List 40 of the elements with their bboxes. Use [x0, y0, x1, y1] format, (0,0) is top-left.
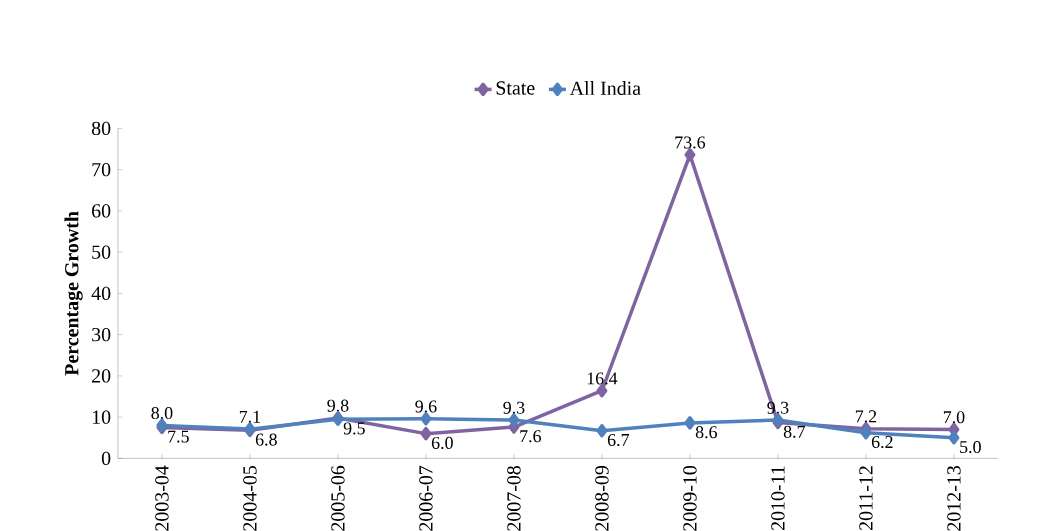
x-tick-label: 2007-08	[507, 465, 521, 531]
data-label: 8.0	[151, 407, 173, 420]
y-tick-label: 70	[92, 162, 111, 177]
y-tick-label: 30	[92, 327, 111, 342]
data-label: 7.0	[943, 411, 965, 424]
data-label: 73.6	[675, 136, 706, 149]
x-tick-label: 2006-07	[419, 465, 433, 531]
legend-label: State	[496, 81, 535, 95]
y-tick-label: 10	[92, 410, 111, 424]
data-label: 7.6	[520, 430, 542, 443]
data-label: 7.2	[855, 410, 877, 423]
data-label: 9.6	[415, 400, 437, 413]
x-tick-label: 2008-09	[595, 466, 609, 531]
x-tick-label: 2004-05	[243, 466, 257, 531]
x-tick-label: 2003-04	[155, 465, 169, 531]
y-tick-label: 40	[91, 286, 111, 301]
legend-label: All India	[569, 81, 641, 96]
data-label: 8.6	[695, 426, 718, 439]
data-label: 9.8	[327, 399, 349, 412]
y-tick-label: 20	[92, 369, 111, 383]
data-label: 6.8	[255, 433, 277, 446]
x-tick-label: 2012-13	[947, 466, 961, 531]
data-label: 6.2	[871, 436, 893, 449]
data-label: 7.1	[239, 410, 261, 423]
y-tick-label: 50	[92, 245, 111, 259]
y-tick-label: 60	[92, 204, 111, 218]
data-label: 7.5	[168, 430, 189, 443]
data-label: 6.7	[607, 433, 630, 447]
data-label: 9.3	[503, 401, 525, 414]
y-tick-label: 0	[101, 451, 111, 466]
data-label: 8.7	[783, 425, 806, 438]
data-label: 6.0	[431, 436, 453, 450]
x-tick-label: 2005-06	[331, 465, 345, 531]
y-tick-label: 80	[91, 121, 111, 136]
x-tick-label: 2009-10	[683, 465, 697, 531]
x-tick-label: 2010-11	[771, 466, 785, 531]
data-label: 9.5	[343, 422, 365, 435]
x-tick-label: 2011-12	[859, 466, 873, 531]
data-label: 5.0	[960, 440, 981, 454]
y-axis-title: Percentage Growth	[64, 211, 83, 376]
